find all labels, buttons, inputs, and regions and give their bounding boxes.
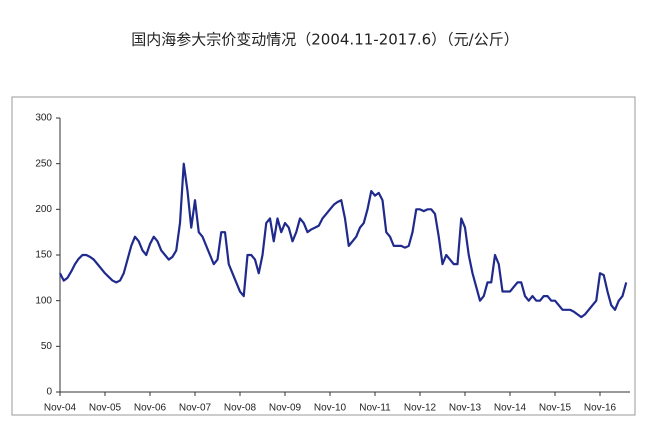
x-tick-label: Nov-12 bbox=[404, 403, 437, 414]
x-tick-label: Nov-07 bbox=[179, 403, 212, 414]
y-tick-label: 150 bbox=[35, 250, 52, 261]
y-tick-label: 300 bbox=[35, 113, 52, 124]
y-tick-label: 50 bbox=[41, 341, 53, 352]
x-tick-label: Nov-06 bbox=[134, 403, 167, 414]
chart-title: 国内海参大宗价变动情况（2004.11-2017.6）（元/公斤） bbox=[131, 31, 518, 49]
x-tick-label: Nov-13 bbox=[449, 403, 482, 414]
y-tick-label: 200 bbox=[35, 204, 52, 215]
x-tick-label: Nov-05 bbox=[89, 403, 122, 414]
x-tick-label: Nov-09 bbox=[269, 403, 302, 414]
y-tick-label: 100 bbox=[35, 295, 52, 306]
y-tick-label: 0 bbox=[46, 387, 52, 398]
series-line bbox=[59, 162, 628, 319]
x-tick-label: Nov-10 bbox=[314, 403, 347, 414]
x-tick-label: Nov-16 bbox=[584, 403, 617, 414]
x-tick-label: Nov-14 bbox=[494, 403, 527, 414]
y-tick-label: 250 bbox=[35, 158, 52, 169]
x-tick-label: Nov-11 bbox=[359, 403, 391, 414]
x-tick-label: Nov-15 bbox=[539, 403, 572, 414]
chart-frame bbox=[11, 96, 636, 416]
x-tick-label: Nov-04 bbox=[44, 403, 77, 414]
x-tick-label: Nov-08 bbox=[224, 403, 257, 414]
